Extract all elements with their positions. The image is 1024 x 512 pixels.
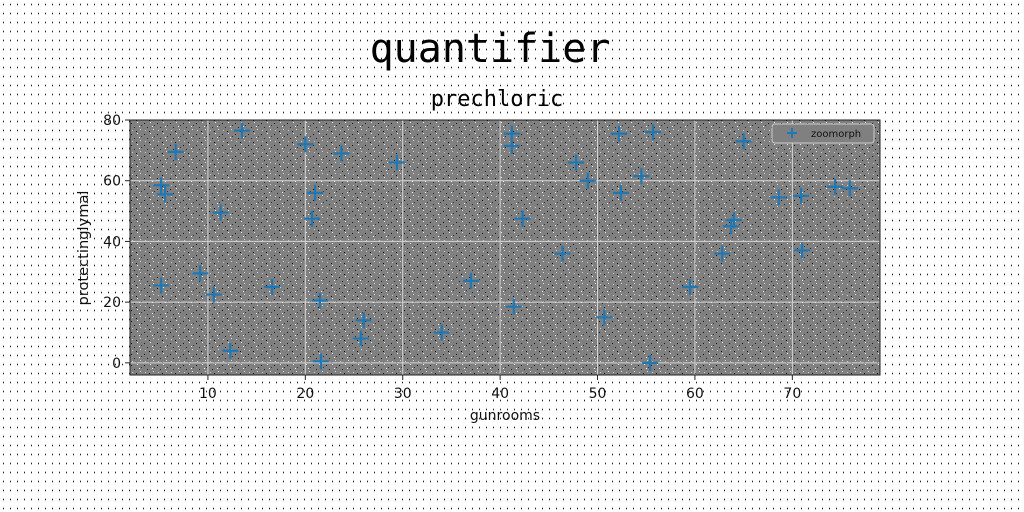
x-tick-label: 60 (686, 386, 704, 402)
scatter-series (153, 122, 858, 371)
x-tick-label: 30 (394, 386, 412, 402)
legend-label: zoomorph (811, 129, 861, 140)
data-point (841, 180, 858, 197)
y-tick-label: 40 (103, 234, 121, 250)
y-tick-label: 0 (112, 356, 121, 372)
data-point (433, 324, 450, 341)
data-point (714, 245, 731, 262)
data-point (633, 168, 650, 185)
data-point (462, 272, 479, 289)
data-point (157, 186, 174, 203)
data-point (355, 312, 372, 329)
data-point (503, 137, 520, 154)
legend-marker-icon (787, 128, 797, 138)
data-point (333, 145, 350, 162)
x-tick-label: 10 (199, 386, 217, 402)
y-tick-label: 20 (103, 295, 121, 311)
data-point (205, 286, 222, 303)
data-point (770, 189, 787, 206)
data-point (612, 184, 629, 201)
x-axis-label: gunrooms (470, 408, 540, 424)
y-axis-label: protectinglymal (76, 191, 92, 306)
x-tick-label: 20 (296, 386, 314, 402)
data-point (722, 218, 739, 235)
data-point (682, 278, 699, 295)
data-point (827, 178, 844, 195)
x-tick-label: 40 (491, 386, 509, 402)
plot-noise-texture (130, 120, 880, 375)
legend: zoomorph (771, 123, 875, 144)
data-point (645, 124, 662, 141)
data-point (388, 154, 405, 171)
chart-title: prechloric (431, 87, 563, 112)
y-tick-label: 80 (103, 113, 121, 129)
data-point (352, 330, 369, 347)
x-tick-label: 70 (783, 386, 801, 402)
data-point (793, 187, 810, 204)
data-point (568, 154, 585, 171)
x-tick-label: 50 (589, 386, 607, 402)
data-point (794, 242, 811, 259)
data-point (222, 342, 239, 359)
data-point (610, 125, 627, 142)
data-point (311, 292, 328, 309)
y-axis: 0 20 40 60 80 (103, 113, 130, 372)
data-point (153, 177, 170, 194)
data-point (514, 210, 531, 227)
data-point (505, 298, 522, 315)
data-point (264, 278, 281, 295)
y-tick-label: 60 (103, 174, 121, 190)
x-axis: 10 20 30 40 50 60 70 (199, 375, 801, 402)
data-point (307, 184, 324, 201)
data-point (642, 354, 659, 371)
data-point (312, 353, 329, 370)
data-point (153, 277, 170, 294)
data-point (192, 265, 209, 282)
data-point (554, 245, 571, 262)
data-point (212, 204, 229, 221)
chart-suptitle: quantifier (370, 26, 611, 72)
data-point (579, 172, 596, 189)
data-point (167, 143, 184, 160)
plot-frame (129, 119, 881, 376)
data-point (304, 210, 321, 227)
data-point (297, 136, 314, 153)
data-point (234, 122, 251, 139)
data-point (735, 133, 752, 150)
legend-box (771, 123, 875, 144)
data-point (596, 309, 613, 326)
